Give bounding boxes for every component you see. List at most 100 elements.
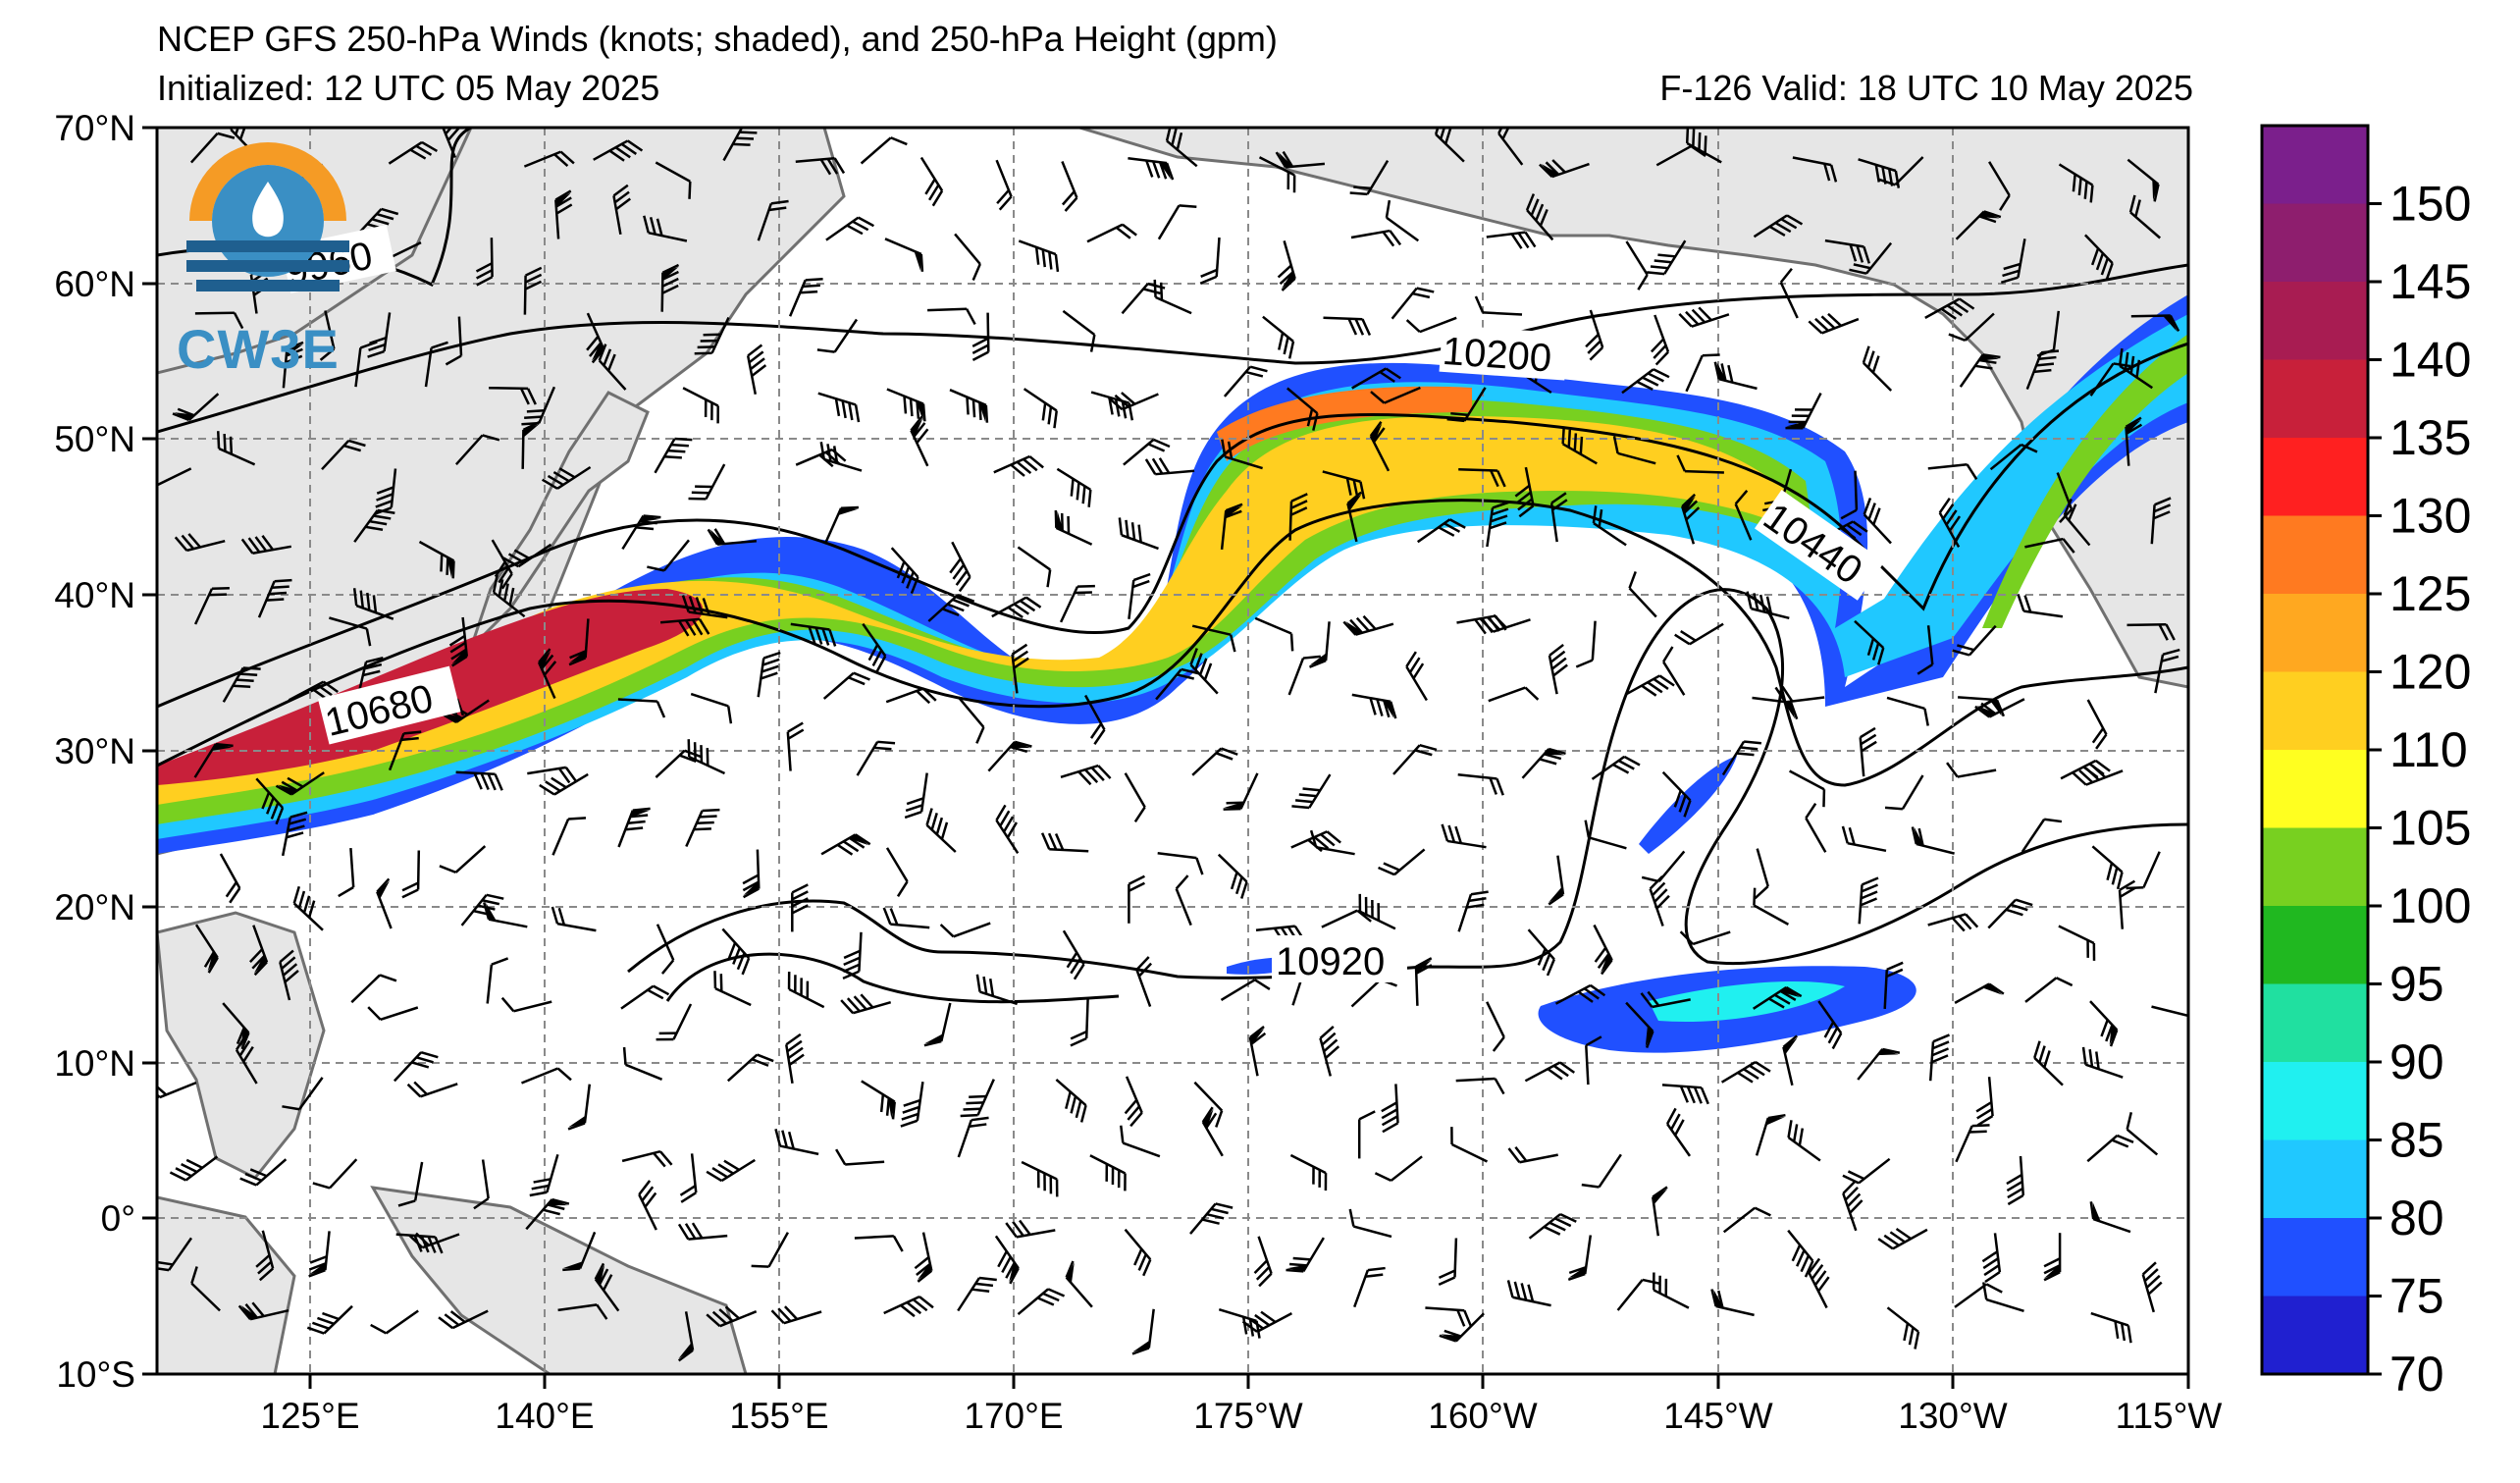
wind-barb <box>1641 850 1686 883</box>
wind-barb <box>1507 1145 1558 1164</box>
wind-barb <box>1862 345 1893 392</box>
wind-barb <box>2118 347 2153 390</box>
wind-barb <box>726 1053 774 1083</box>
colorbar-band-110 <box>2262 671 2368 751</box>
wind-barb <box>1665 1107 1692 1157</box>
wind-barb <box>1524 1061 1576 1083</box>
shade-east-jet <box>1982 334 2188 628</box>
wind-barb <box>2125 416 2143 466</box>
wind-barb <box>677 1222 728 1241</box>
wind-barb <box>620 984 670 1010</box>
wind-barb <box>1191 747 1238 776</box>
lon-label-170e: 170°E <box>964 1396 1063 1436</box>
wind-barb <box>1322 470 1366 500</box>
japan-land <box>469 391 650 650</box>
wind-barb <box>1842 1180 1864 1232</box>
wind-barb <box>820 833 871 856</box>
wind-barb <box>523 266 543 315</box>
wind-barb <box>1554 983 1606 1005</box>
wind-barb <box>1089 1154 1127 1192</box>
wind-barb <box>1863 498 1892 545</box>
wind-barb <box>1674 622 1724 646</box>
contour-10680 <box>157 499 2188 787</box>
wind-barb <box>157 467 192 488</box>
wind-barb <box>2141 1261 2163 1313</box>
wind-barb <box>1391 287 1435 320</box>
wind-barb <box>491 539 513 590</box>
shade-100 <box>157 398 1815 824</box>
wind-barb <box>822 671 870 700</box>
wind-barb <box>2130 314 2180 332</box>
wind-barb <box>397 1161 424 1207</box>
wind-barb <box>1450 1127 1489 1163</box>
wind-barb <box>2043 1233 2062 1282</box>
wind-barb <box>338 848 355 898</box>
colorbar-label-125: 125 <box>2389 566 2471 621</box>
wind-barb <box>886 388 926 422</box>
wind-barb <box>1575 620 1597 668</box>
wind-barb <box>2017 594 2064 618</box>
wind-barb <box>367 1006 419 1022</box>
contour-label-10920: 10920 <box>1276 940 1385 983</box>
wind-barb <box>1548 855 1565 906</box>
wind-barb <box>1062 309 1096 352</box>
wind-barb <box>1405 316 1457 334</box>
wind-barb <box>1584 820 1627 850</box>
wind-barb <box>1521 747 1566 779</box>
wind-barb <box>319 310 336 361</box>
lat-label-20n: 20°N <box>54 887 135 927</box>
wind-barb <box>527 766 578 784</box>
wind-barb <box>529 1153 559 1197</box>
new-guinea-land <box>370 1186 748 1374</box>
wind-barb <box>1549 492 1568 543</box>
wind-barb <box>329 616 372 647</box>
wind-barb <box>2084 234 2114 281</box>
wind-barb <box>1824 238 1870 264</box>
wind-barb <box>240 534 292 555</box>
wind-barb <box>1539 159 1590 179</box>
lon-label-125e: 125°E <box>260 1396 359 1436</box>
wind-barb <box>502 543 552 568</box>
wind-barb <box>239 1158 288 1187</box>
wind-barb <box>257 578 292 618</box>
wind-barb <box>439 128 461 158</box>
wind-barb <box>995 159 1013 211</box>
wind-barb <box>521 1067 572 1085</box>
contour-low-lat <box>665 952 1120 1004</box>
wind-barb <box>1621 368 1670 395</box>
lon-label-155e: 155°E <box>729 1396 828 1436</box>
wind-barb <box>1653 1272 1690 1309</box>
wind-barb <box>1624 674 1675 697</box>
wind-barb <box>1455 1077 1505 1095</box>
wind-barb <box>1955 1124 1990 1163</box>
wind-barb <box>1886 696 1929 726</box>
wind-barb <box>1258 156 1296 193</box>
wind-barb <box>1381 1084 1399 1134</box>
wind-barb <box>685 808 720 848</box>
colorbar-band-150 <box>2262 126 2368 204</box>
wind-barb <box>1974 698 2025 718</box>
wind-barb <box>785 1033 805 1084</box>
lat-label-0: 0° <box>101 1198 135 1239</box>
wind-barb <box>746 344 767 395</box>
wind-barb <box>2024 537 2075 554</box>
wind-barb <box>2126 158 2160 202</box>
wind-barb <box>1877 1227 1928 1250</box>
wind-barb <box>376 877 393 929</box>
wind-barb <box>1040 832 1089 853</box>
wind-barb <box>2151 1005 2188 1018</box>
wind-barb <box>1254 616 1294 652</box>
wind-barb <box>1662 646 1686 696</box>
wind-barb <box>925 808 957 853</box>
wind-barb <box>1854 619 1885 665</box>
wind-barb <box>1710 1289 1755 1317</box>
wind-barb <box>1446 387 1487 423</box>
wind-barb <box>890 547 919 595</box>
wind-barb <box>1128 157 1175 181</box>
wind-barb <box>594 1262 620 1312</box>
colorbar-label-70: 70 <box>2389 1347 2444 1402</box>
wind-barb <box>1223 772 1259 811</box>
wind-barb <box>1612 436 1656 465</box>
wind-barb <box>1018 239 1060 272</box>
wind-barb <box>682 387 719 424</box>
